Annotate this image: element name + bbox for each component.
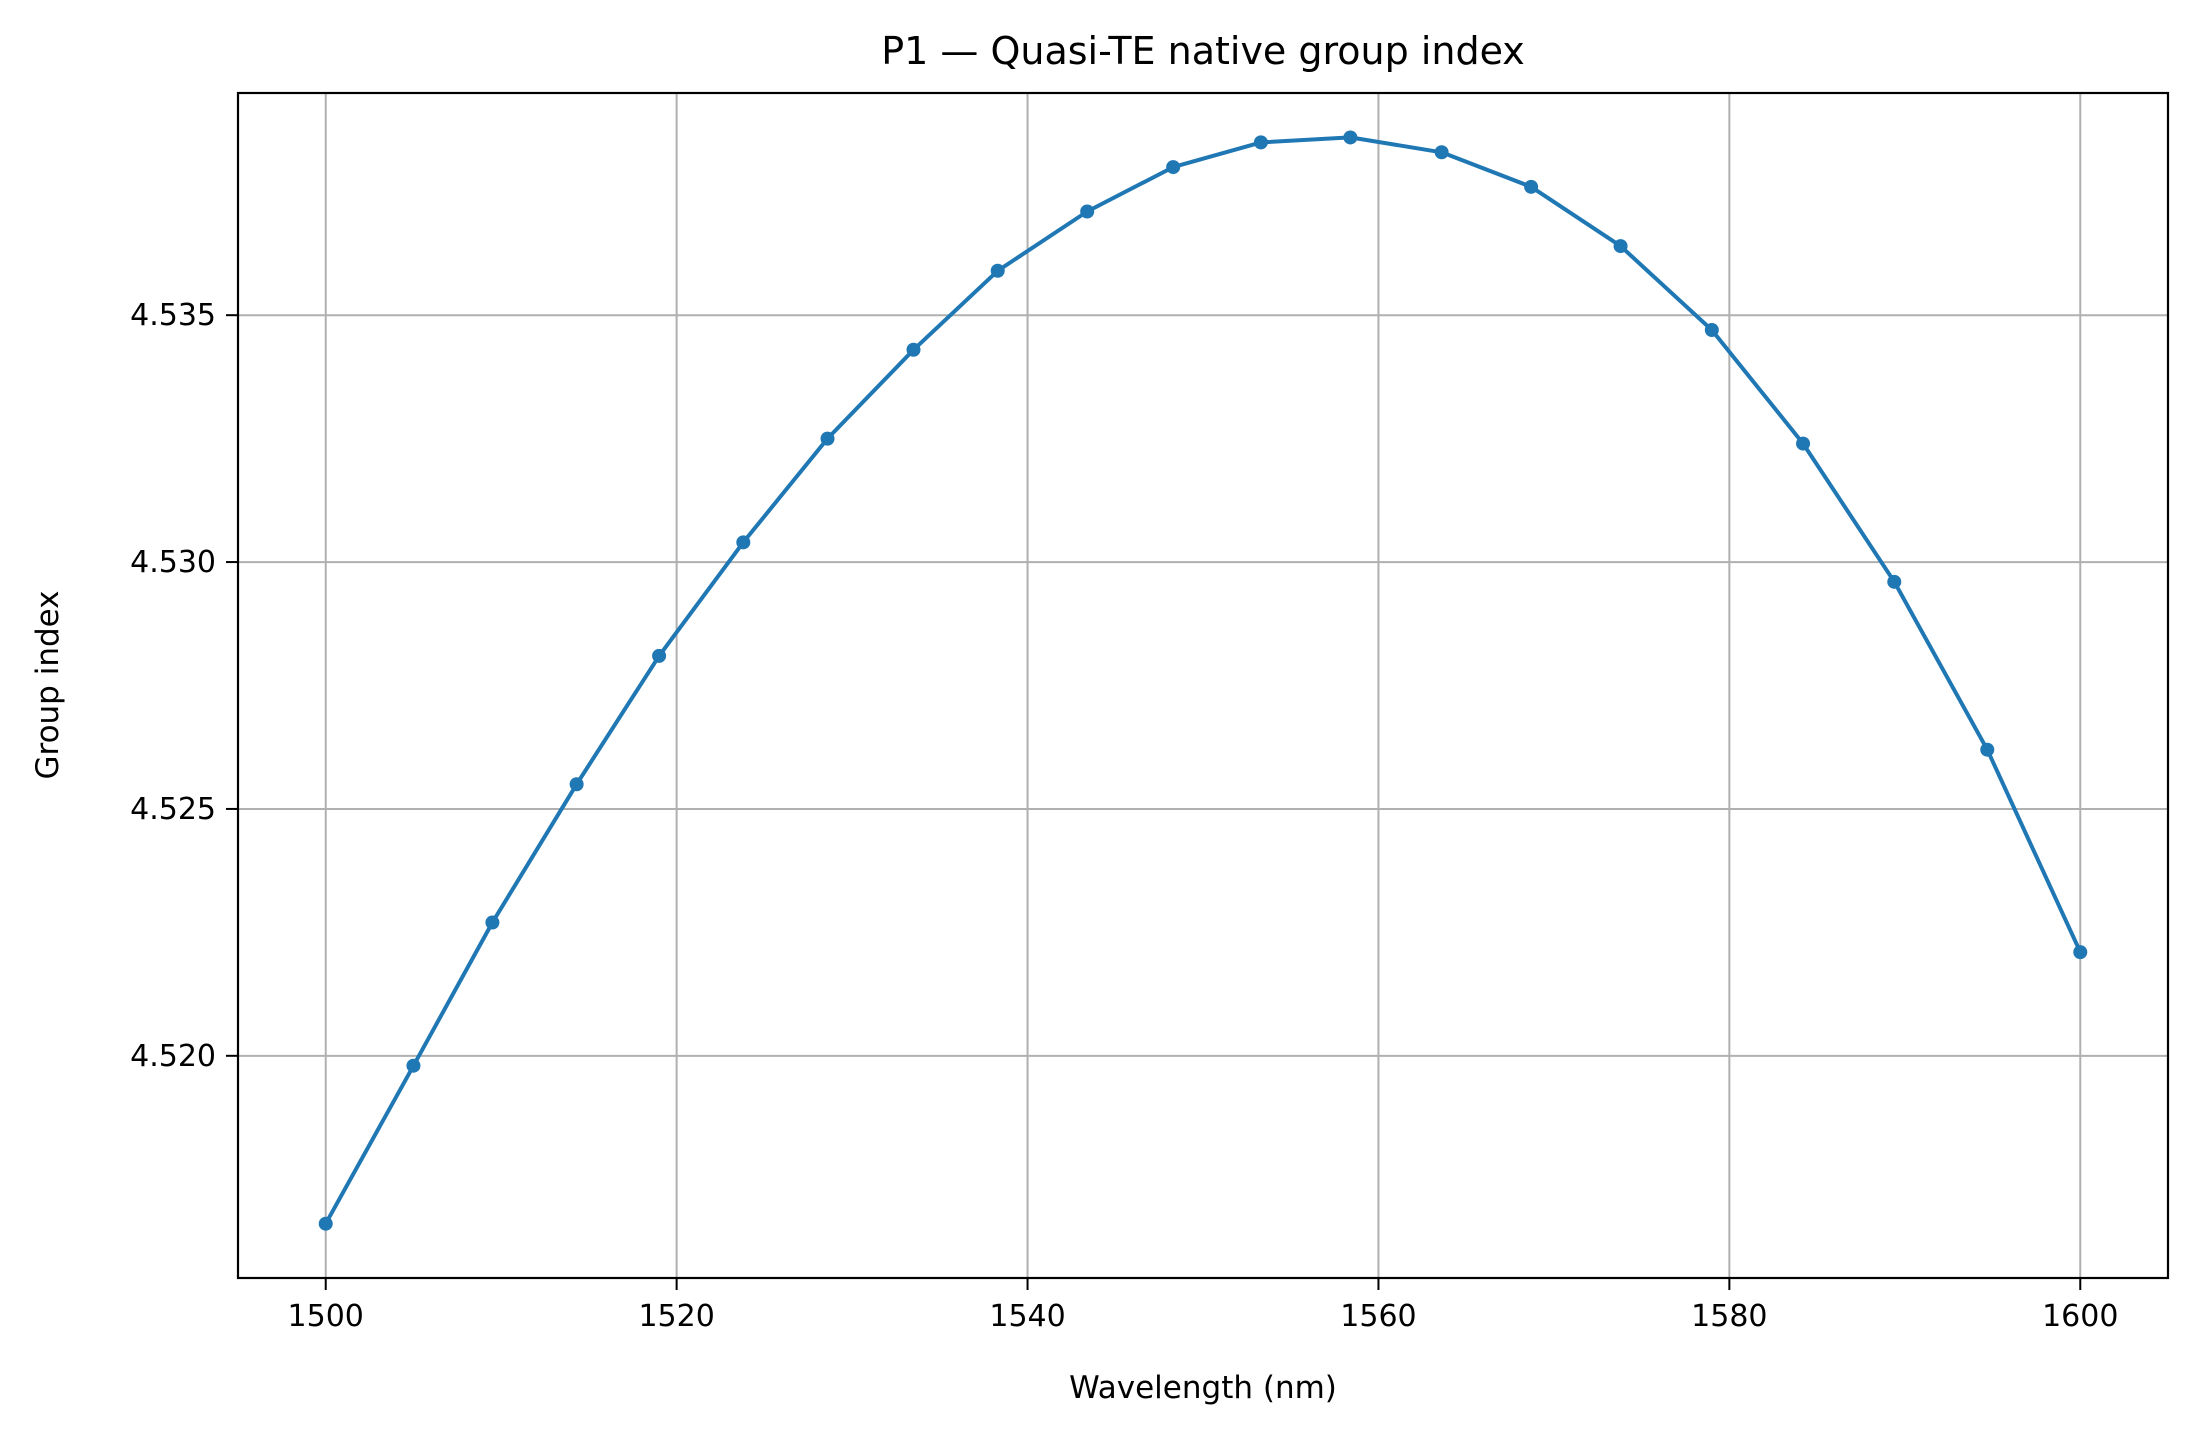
data-point: [485, 915, 500, 930]
data-point: [1704, 323, 1719, 337]
y-tick-label: 4.530: [130, 545, 216, 580]
data-point: [1613, 239, 1628, 254]
data-point: [1887, 574, 1902, 589]
x-tick-label: 1600: [2042, 1299, 2118, 1334]
data-point: [1434, 145, 1449, 160]
data-point: [2073, 945, 2088, 960]
data-point: [569, 777, 584, 792]
data-point: [1343, 130, 1358, 145]
y-tick-label: 4.525: [130, 792, 216, 827]
x-tick-label: 1580: [1691, 1299, 1767, 1334]
data-point: [1524, 179, 1539, 194]
x-tick-label: 1560: [1340, 1299, 1416, 1334]
plot-frame: [236, 91, 2170, 1280]
data-point: [1080, 204, 1095, 219]
data-point: [736, 535, 751, 550]
y-tick-label: 4.520: [130, 1039, 216, 1074]
data-point: [1166, 160, 1181, 175]
chart-title: P1 — Quasi-TE native group index: [881, 29, 1525, 73]
data-point: [1796, 436, 1811, 451]
x-tick-label: 1520: [638, 1299, 714, 1334]
x-axis-title: Wavelength (nm): [1069, 1370, 1337, 1406]
data-series: [318, 130, 2088, 1231]
x-tick-label: 1500: [288, 1299, 364, 1334]
data-point: [1980, 742, 1995, 757]
y-axis-title: Group index: [30, 590, 66, 779]
data-point: [318, 1216, 333, 1231]
data-point: [906, 342, 921, 357]
y-tick-label: 4.535: [130, 298, 216, 333]
x-tick-label: 1540: [989, 1299, 1065, 1334]
axis-ticks: 1500 1520 1540 1560 1580 1600 4.520 4.525 4.530 4…: [130, 298, 2118, 1334]
data-point: [990, 263, 1005, 278]
data-point: [406, 1058, 421, 1073]
data-point: [820, 431, 835, 446]
data-point: [652, 648, 667, 663]
data-point: [1253, 135, 1268, 150]
